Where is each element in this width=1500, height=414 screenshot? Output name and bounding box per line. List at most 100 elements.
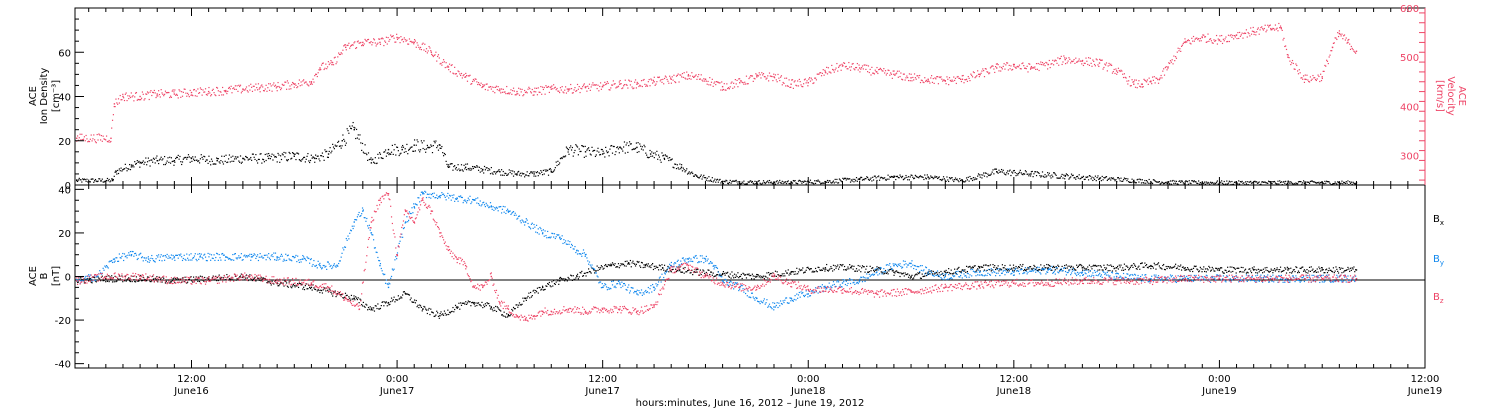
- bx-sample: [189, 279, 190, 280]
- velocity-sample: [285, 82, 286, 83]
- bx-sample: [484, 306, 485, 307]
- bx-sample: [1195, 266, 1196, 267]
- density-sample: [319, 160, 320, 161]
- density-sample: [635, 148, 636, 149]
- bx-sample: [536, 291, 537, 292]
- velocity-sample: [758, 75, 759, 76]
- velocity-sample: [620, 83, 621, 84]
- bx-sample: [107, 281, 108, 282]
- velocity-sample: [720, 89, 721, 90]
- density-sample: [715, 182, 716, 183]
- density-sample: [754, 181, 755, 182]
- velocity-sample: [906, 75, 907, 76]
- bx-sample: [1015, 266, 1016, 267]
- velocity-sample: [194, 89, 195, 90]
- bx-sample: [807, 267, 808, 268]
- bx-sample: [618, 263, 619, 264]
- velocity-sample: [1305, 74, 1306, 75]
- bx-sample: [1208, 266, 1209, 267]
- bx-sample: [401, 297, 402, 298]
- velocity-sample: [1265, 25, 1266, 26]
- bx-sample: [611, 264, 612, 265]
- velocity-sample: [1326, 60, 1327, 61]
- density-sample: [720, 182, 721, 183]
- density-sample: [605, 147, 606, 148]
- velocity-sample: [106, 135, 107, 136]
- density-sample: [445, 154, 446, 155]
- bx-sample: [1027, 269, 1028, 270]
- velocity-sample: [859, 71, 860, 72]
- density-sample: [928, 176, 929, 177]
- density-sample: [196, 160, 197, 161]
- density-sample: [265, 154, 266, 155]
- velocity-sample: [380, 44, 381, 45]
- bx-sample: [1307, 272, 1308, 273]
- bx-sample: [417, 305, 418, 306]
- density-sample: [684, 169, 685, 170]
- bx-sample: [1332, 271, 1333, 272]
- density-sample: [1190, 183, 1191, 184]
- velocity-sample: [202, 95, 203, 96]
- density-sample: [367, 160, 368, 161]
- density-sample: [148, 158, 149, 159]
- velocity-sample: [980, 73, 981, 74]
- velocity-point: [414, 42, 415, 43]
- velocity-sample: [1302, 79, 1303, 80]
- bx-sample: [668, 271, 669, 272]
- velocity-sample: [1036, 63, 1037, 64]
- density-sample: [761, 184, 762, 185]
- bx-sample: [1163, 264, 1164, 265]
- density-sample: [1101, 180, 1102, 181]
- bx-sample: [649, 265, 650, 266]
- velocity-sample: [563, 92, 564, 93]
- velocity-sample: [759, 72, 760, 73]
- velocity-sample: [838, 67, 839, 68]
- density-sample: [835, 182, 836, 183]
- bx-sample: [736, 276, 737, 277]
- bx-sample: [492, 309, 493, 310]
- velocity-sample: [712, 79, 713, 80]
- by-sample: [168, 255, 169, 256]
- bx-sample: [783, 275, 784, 276]
- bx-sample: [588, 268, 589, 269]
- density-sample: [1016, 173, 1017, 174]
- velocity-sample: [1263, 29, 1264, 30]
- velocity-sample: [1062, 61, 1063, 62]
- density-sample: [803, 182, 804, 183]
- density-sample: [901, 177, 902, 178]
- velocity-sample: [393, 38, 394, 39]
- bx-sample: [1287, 267, 1288, 268]
- bx-sample: [777, 271, 778, 272]
- density-point: [636, 147, 637, 148]
- density-sample: [1141, 182, 1142, 183]
- bx-sample: [445, 313, 446, 314]
- density-sample: [600, 154, 601, 155]
- velocity-sample: [384, 40, 385, 41]
- density-sample: [202, 157, 203, 158]
- bx-point: [311, 287, 312, 288]
- bx-sample: [647, 265, 648, 266]
- density-sample: [1046, 175, 1047, 176]
- density-sample: [439, 144, 440, 145]
- velocity-sample: [126, 92, 127, 93]
- density-sample: [982, 174, 983, 175]
- bx-sample: [947, 272, 948, 273]
- density-sample: [870, 177, 871, 178]
- density-sample: [469, 168, 470, 169]
- density-sample: [819, 182, 820, 183]
- velocity-sample: [353, 45, 354, 46]
- velocity-sample: [1338, 36, 1339, 37]
- velocity-sample: [1345, 39, 1346, 40]
- velocity-sample: [510, 92, 511, 93]
- density-sample: [271, 154, 272, 155]
- density-sample: [154, 159, 155, 160]
- density-point: [216, 160, 217, 161]
- velocity-sample: [1216, 35, 1217, 36]
- velocity-sample: [521, 91, 522, 92]
- bx-sample: [1149, 266, 1150, 267]
- velocity-sample: [1196, 38, 1197, 39]
- velocity-sample: [128, 98, 129, 99]
- velocity-sample: [155, 97, 156, 98]
- bx-sample: [447, 310, 448, 311]
- by-sample: [245, 256, 246, 257]
